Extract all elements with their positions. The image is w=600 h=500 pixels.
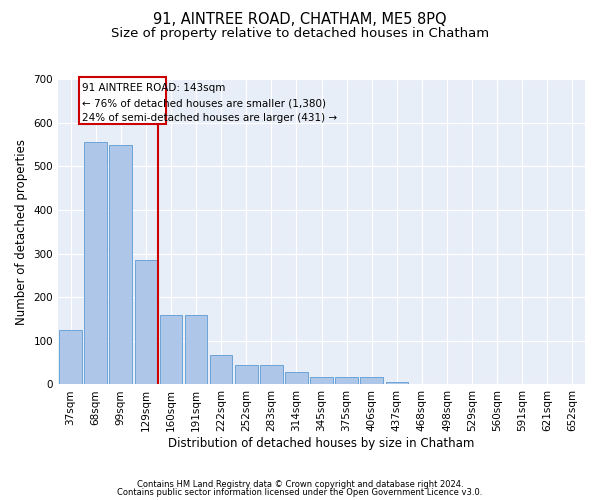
X-axis label: Distribution of detached houses by size in Chatham: Distribution of detached houses by size …	[169, 437, 475, 450]
Bar	[160, 314, 182, 384]
Text: Contains public sector information licensed under the Open Government Licence v3: Contains public sector information licen…	[118, 488, 482, 497]
Y-axis label: Number of detached properties: Number of detached properties	[15, 138, 28, 324]
Bar	[361, 376, 383, 384]
Text: Size of property relative to detached houses in Chatham: Size of property relative to detached ho…	[111, 28, 489, 40]
Bar	[310, 376, 333, 384]
Text: 91, AINTREE ROAD, CHATHAM, ME5 8PQ: 91, AINTREE ROAD, CHATHAM, ME5 8PQ	[153, 12, 447, 28]
Bar	[260, 365, 283, 384]
Text: ← 76% of detached houses are smaller (1,380): ← 76% of detached houses are smaller (1,…	[82, 98, 326, 108]
Bar	[235, 365, 257, 384]
Bar	[335, 376, 358, 384]
Bar	[59, 330, 82, 384]
Bar	[134, 260, 157, 384]
FancyBboxPatch shape	[79, 78, 166, 124]
Bar	[109, 146, 132, 384]
Text: 24% of semi-detached houses are larger (431) →: 24% of semi-detached houses are larger (…	[82, 113, 337, 123]
Text: Contains HM Land Registry data © Crown copyright and database right 2024.: Contains HM Land Registry data © Crown c…	[137, 480, 463, 489]
Bar	[210, 355, 232, 384]
Bar	[185, 314, 208, 384]
Bar	[85, 142, 107, 384]
Bar	[386, 382, 408, 384]
Bar	[285, 372, 308, 384]
Text: 91 AINTREE ROAD: 143sqm: 91 AINTREE ROAD: 143sqm	[82, 84, 225, 94]
